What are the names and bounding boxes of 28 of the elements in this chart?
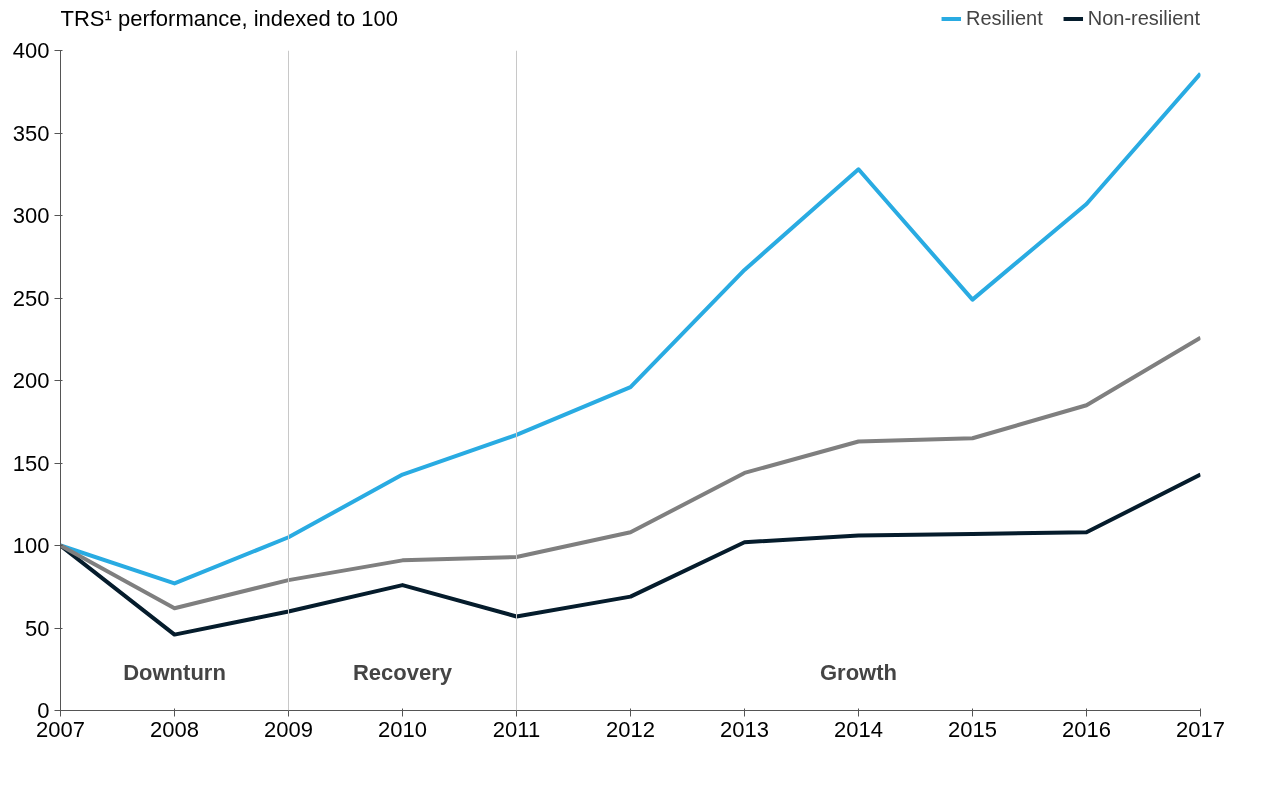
x-tick-label: 2012 <box>606 716 655 742</box>
line-series <box>60 71 1201 586</box>
x-tick-label: 2013 <box>720 716 769 742</box>
legend-label: Non-resilient <box>1087 6 1200 30</box>
x-tick-label: 2010 <box>378 716 427 742</box>
y-tick-label: 350 <box>12 120 50 146</box>
x-tick-label: 2009 <box>264 716 313 742</box>
line-series <box>60 472 1201 637</box>
y-tick-label: 100 <box>12 533 50 558</box>
x-tick-label: 2014 <box>834 716 883 742</box>
x-tick-label: 2016 <box>1062 716 1111 742</box>
annotation: Downturn <box>123 660 226 685</box>
x-tick-label: 2017 <box>1176 716 1225 742</box>
x-tick-label: 2008 <box>150 716 199 742</box>
annotation: Recovery <box>352 660 453 685</box>
line-series <box>60 335 1201 611</box>
legend-label: Resilient <box>966 6 1043 30</box>
y-tick-label: 200 <box>12 368 50 393</box>
y-tick-label: 0 <box>37 698 50 723</box>
chart-title: TRS¹ performance, indexed to 100 <box>60 6 399 31</box>
y-tick-label: 150 <box>12 450 50 476</box>
y-tick-label: 400 <box>12 38 50 63</box>
annotation: Growth <box>820 660 898 685</box>
y-tick-label: 250 <box>12 285 50 311</box>
x-tick-label: 2011 <box>492 716 541 742</box>
y-tick-label: 50 <box>25 615 50 641</box>
y-tick-label: 300 <box>12 203 50 228</box>
x-tick-label: 2015 <box>948 716 997 742</box>
